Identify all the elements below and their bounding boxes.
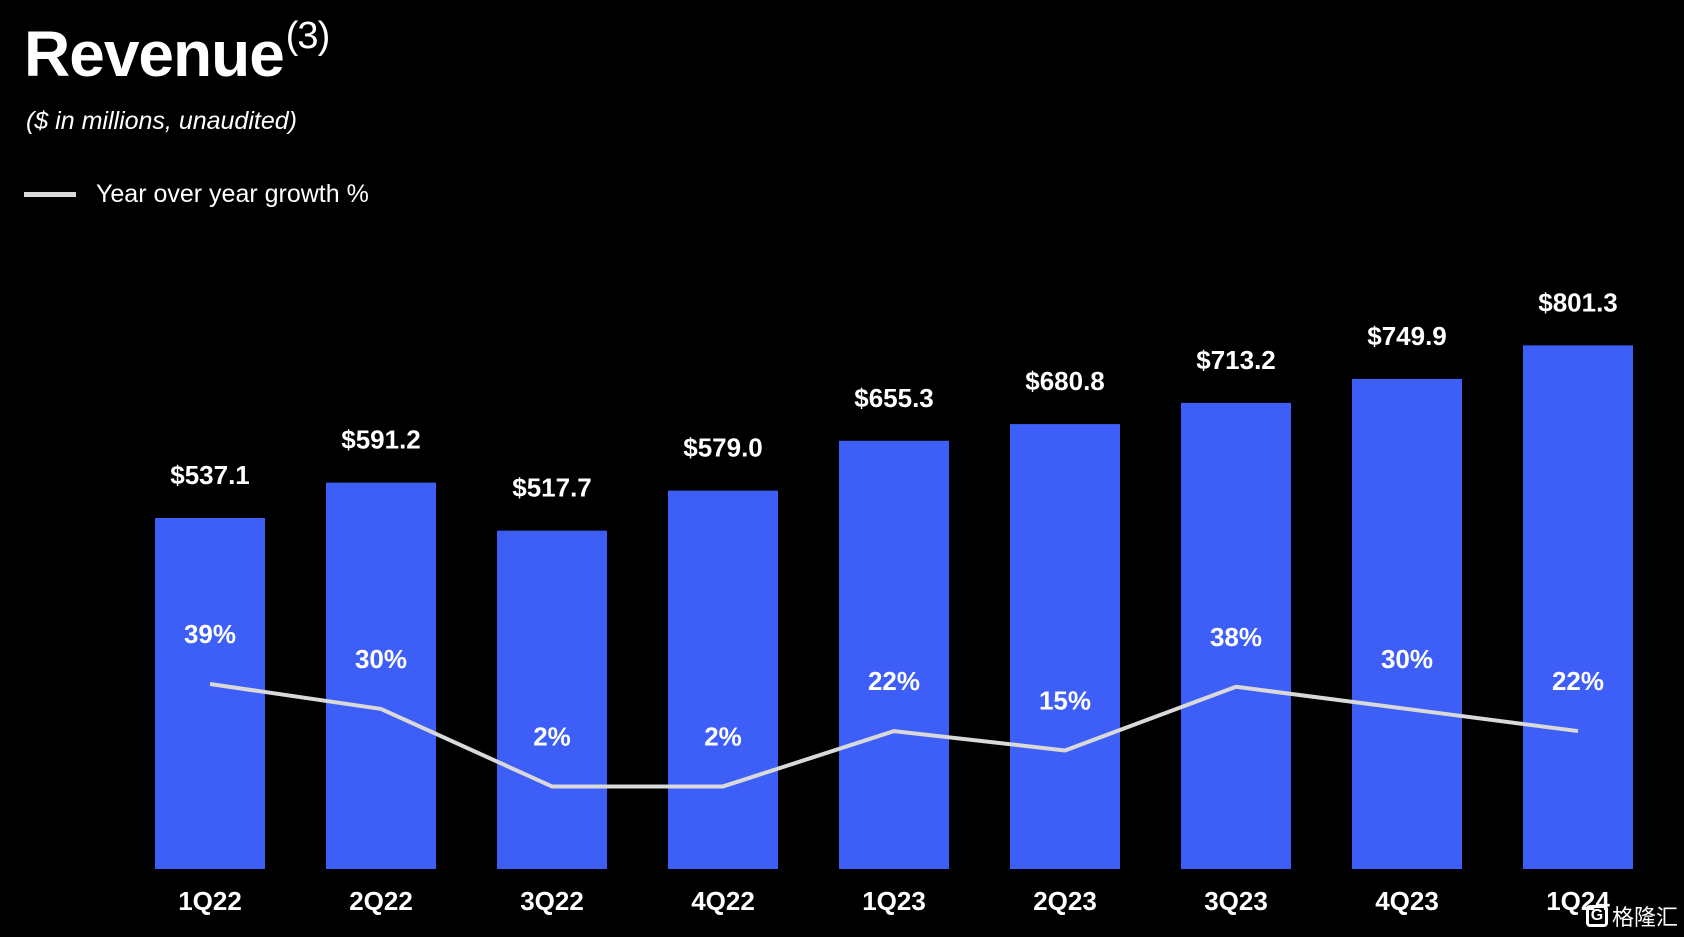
- x-axis-tick-label: 3Q22: [520, 886, 584, 916]
- growth-label: 39%: [184, 619, 236, 649]
- growth-label: 22%: [1552, 666, 1604, 696]
- legend: Year over year growth %: [24, 180, 369, 209]
- revenue-bar: [1523, 345, 1633, 869]
- revenue-bar: [326, 482, 436, 869]
- bar-value-label: $801.3: [1538, 287, 1618, 317]
- growth-label: 38%: [1210, 622, 1262, 652]
- revenue-bar: [1181, 402, 1291, 869]
- growth-label: 2%: [533, 721, 571, 751]
- bar-value-label: $655.3: [854, 383, 934, 413]
- bar-value-label: $680.8: [1025, 366, 1105, 396]
- growth-label: 22%: [868, 666, 920, 696]
- chart-subtitle: ($ in millions, unaudited): [26, 107, 297, 135]
- x-axis-tick-label: 3Q23: [1204, 886, 1268, 916]
- growth-label: 15%: [1039, 685, 1091, 715]
- revenue-bar: [839, 440, 949, 869]
- revenue-bar: [497, 530, 607, 869]
- legend-line-swatch: [24, 192, 76, 197]
- watermark-text: 格隆汇: [1612, 905, 1679, 930]
- legend-label: Year over year growth %: [96, 180, 369, 208]
- growth-label: 30%: [355, 644, 407, 674]
- revenue-bar: [668, 490, 778, 869]
- x-axis-tick-label: 1Q22: [178, 886, 242, 916]
- x-axis-tick-label: 4Q22: [691, 886, 755, 916]
- watermark-logo-icon: G: [1586, 905, 1608, 927]
- x-axis-tick-label: 1Q23: [862, 886, 926, 916]
- growth-label: 2%: [704, 721, 742, 751]
- bar-value-label: $579.0: [683, 433, 763, 463]
- x-axis-tick-label: 2Q23: [1033, 886, 1097, 916]
- revenue-bar: [1352, 378, 1462, 869]
- bar-value-label: $591.2: [341, 425, 421, 455]
- chart-title: Revenue(3): [24, 17, 330, 86]
- x-axis-tick-label: 1Q24: [1546, 886, 1610, 916]
- growth-label: 30%: [1381, 644, 1433, 674]
- watermark: G 格隆汇: [1586, 900, 1678, 932]
- growth-line: [209, 682, 1579, 789]
- bar-value-label: $713.2: [1196, 345, 1276, 375]
- title-text: Revenue: [24, 18, 285, 90]
- title-footnote: (3): [285, 14, 330, 57]
- x-axis-tick-label: 2Q22: [349, 886, 413, 916]
- x-axis-tick-label: 4Q23: [1375, 886, 1439, 916]
- bar-value-label: $537.1: [170, 460, 250, 490]
- revenue-bar: [155, 518, 265, 869]
- bar-value-label: $517.7: [512, 473, 592, 503]
- revenue-bar: [1010, 424, 1120, 869]
- bar-value-label: $749.9: [1367, 321, 1447, 351]
